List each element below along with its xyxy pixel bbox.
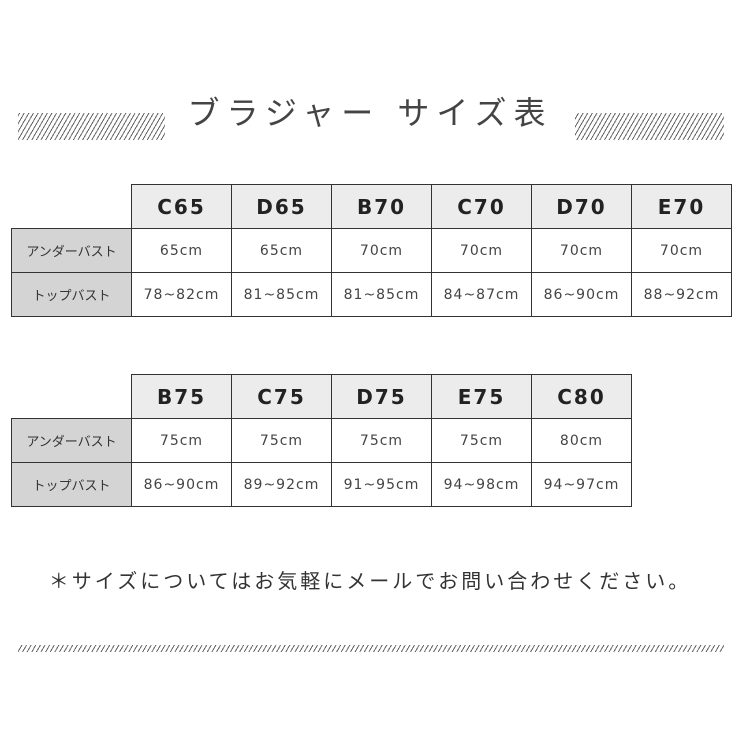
contact-note: ＊サイズについてはお気軽にメールでお問い合わせください。 bbox=[48, 569, 692, 593]
cell: 81~85cm bbox=[331, 272, 432, 317]
cell: 75cm bbox=[131, 418, 232, 463]
corner-cell bbox=[11, 374, 132, 419]
cell: 86~90cm bbox=[131, 462, 232, 507]
cell: 88~92cm bbox=[631, 272, 732, 317]
table-row-top: トップバスト 78~82cm 81~85cm 81~85cm 84~87cm 8… bbox=[11, 272, 732, 317]
corner-cell bbox=[11, 184, 132, 229]
row-label: アンダーバスト bbox=[11, 418, 132, 463]
cell: 84~87cm bbox=[431, 272, 532, 317]
row-label: トップバスト bbox=[11, 272, 132, 317]
size-header: D75 bbox=[331, 374, 432, 419]
cell: 81~85cm bbox=[231, 272, 332, 317]
cell: 94~97cm bbox=[531, 462, 632, 507]
cell: 91~95cm bbox=[331, 462, 432, 507]
size-header: C75 bbox=[231, 374, 332, 419]
table-row-top: トップバスト 86~90cm 89~92cm 91~95cm 94~98cm 9… bbox=[11, 462, 632, 507]
cell: 78~82cm bbox=[131, 272, 232, 317]
cell: 75cm bbox=[331, 418, 432, 463]
cell: 75cm bbox=[431, 418, 532, 463]
table-row-under: アンダーバスト 75cm 75cm 75cm 75cm 80cm bbox=[11, 418, 632, 463]
cell: 86~90cm bbox=[531, 272, 632, 317]
page-title: ブラジャー サイズ表 bbox=[165, 86, 575, 140]
size-header: B70 bbox=[331, 184, 432, 229]
cell: 70cm bbox=[431, 228, 532, 273]
cell: 70cm bbox=[531, 228, 632, 273]
size-table-2: B75 C75 D75 E75 C80 アンダーバスト 75cm 75cm 75… bbox=[11, 374, 632, 507]
cell: 89~92cm bbox=[231, 462, 332, 507]
row-label: トップバスト bbox=[11, 462, 132, 507]
cell: 70cm bbox=[631, 228, 732, 273]
bottom-hatch-decoration bbox=[18, 645, 724, 652]
cell: 65cm bbox=[131, 228, 232, 273]
size-header: D65 bbox=[231, 184, 332, 229]
size-header: D70 bbox=[531, 184, 632, 229]
cell: 70cm bbox=[331, 228, 432, 273]
cell: 80cm bbox=[531, 418, 632, 463]
cell: 75cm bbox=[231, 418, 332, 463]
size-header: B75 bbox=[131, 374, 232, 419]
size-header: C70 bbox=[431, 184, 532, 229]
table-header-row: B75 C75 D75 E75 C80 bbox=[11, 374, 632, 419]
size-header: C65 bbox=[131, 184, 232, 229]
row-label: アンダーバスト bbox=[11, 228, 132, 273]
size-header: E70 bbox=[631, 184, 732, 229]
table-row-under: アンダーバスト 65cm 65cm 70cm 70cm 70cm 70cm bbox=[11, 228, 732, 273]
cell: 65cm bbox=[231, 228, 332, 273]
size-table-1: C65 D65 B70 C70 D70 E70 アンダーバスト 65cm 65c… bbox=[11, 184, 732, 317]
size-header: E75 bbox=[431, 374, 532, 419]
size-header: C80 bbox=[531, 374, 632, 419]
cell: 94~98cm bbox=[431, 462, 532, 507]
table-header-row: C65 D65 B70 C70 D70 E70 bbox=[11, 184, 732, 229]
